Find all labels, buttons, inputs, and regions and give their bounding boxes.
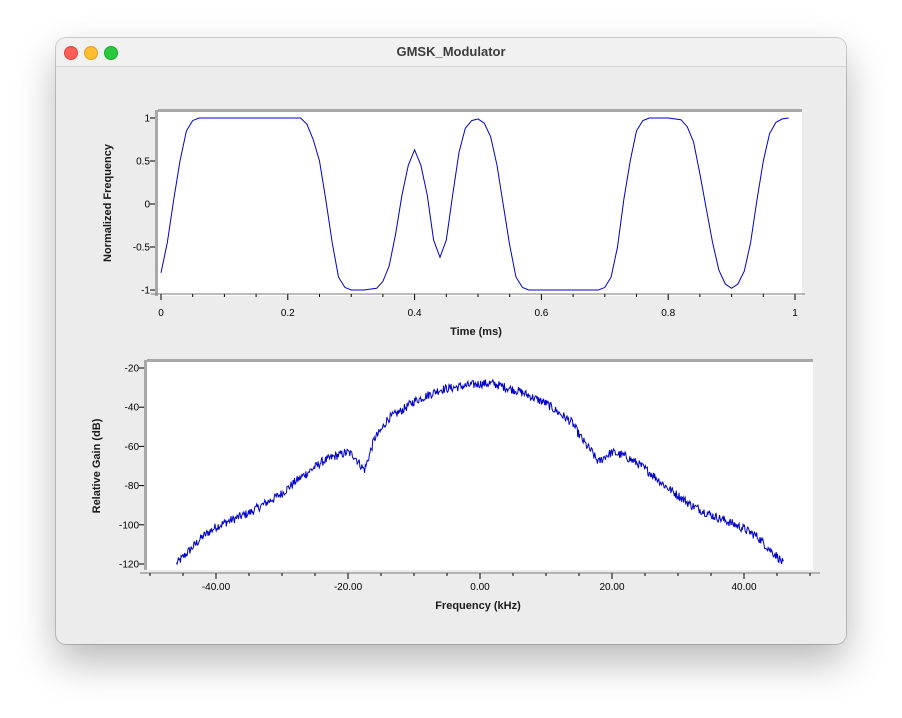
series-line bbox=[160, 117, 789, 291]
x-tick-label: 0 bbox=[158, 308, 164, 319]
plot1-x-axis: 0 0.2 0.4 0.6 0.8 1 bbox=[151, 293, 805, 319]
x-tick-label: -40.00 bbox=[202, 582, 231, 593]
y-tick-label: -60 bbox=[125, 442, 140, 453]
frequency-time-plot: 1 0.5 0 -0.5 -1 0 0.2 0.4 0.6 0.8 1 Time (ms) Nor… bbox=[102, 109, 805, 338]
plot1-canvas bbox=[158, 112, 802, 296]
y-tick-label: 1 bbox=[144, 114, 150, 125]
plots-area: 1 0.5 0 -0.5 -1 0 0.2 0.4 0.6 0.8 1 Time (ms) Nor… bbox=[91, 109, 820, 612]
y-tick-label: -100 bbox=[119, 520, 139, 531]
zoom-window-button[interactable] bbox=[104, 46, 118, 60]
y-tick-label: 0 bbox=[144, 200, 150, 211]
plot2-series bbox=[175, 378, 784, 566]
x-tick-label: 20.00 bbox=[599, 582, 624, 593]
minimize-window-button[interactable] bbox=[84, 46, 98, 60]
close-window-button[interactable] bbox=[64, 46, 78, 60]
title-bar: GMSK_Modulator bbox=[56, 38, 846, 67]
x-tick-label: 0.8 bbox=[661, 308, 675, 319]
plot1-y-axis: 1 0.5 0 -0.5 -1 bbox=[133, 114, 155, 297]
series-line bbox=[175, 378, 784, 566]
y-tick-label: -120 bbox=[119, 560, 139, 571]
x-tick-label: 40.00 bbox=[731, 582, 756, 593]
x-tick-label: -20.00 bbox=[334, 582, 363, 593]
x-tick-label: 1 bbox=[792, 308, 798, 319]
x-tick-label: 0.00 bbox=[470, 582, 490, 593]
y-tick-label: -20 bbox=[125, 364, 140, 375]
x-tick-label: 0.2 bbox=[281, 308, 295, 319]
gain-frequency-plot: -20 -40 -60 -80 -100 -120 -40.00 -20.00 0.00 20.… bbox=[91, 359, 820, 612]
plot2-x-axis-title: Frequency (kHz) bbox=[435, 600, 521, 612]
window-title: GMSK_Modulator bbox=[396, 44, 506, 59]
x-tick-label: 0.4 bbox=[408, 308, 422, 319]
plot2-x-axis: -40.00 -20.00 0.00 20.00 40.00 bbox=[140, 572, 820, 593]
y-tick-label: -40 bbox=[125, 403, 140, 414]
plot2-y-axis-title: Relative Gain (dB) bbox=[91, 418, 103, 513]
x-tick-label: 0.6 bbox=[534, 308, 548, 319]
plot1-series bbox=[160, 117, 789, 291]
plot2-canvas bbox=[147, 362, 813, 570]
y-tick-label: -0.5 bbox=[133, 243, 151, 254]
y-tick-label: -1 bbox=[141, 286, 150, 297]
plot2-y-axis: -20 -40 -60 -80 -100 -120 bbox=[119, 364, 144, 571]
plot1-x-axis-title: Time (ms) bbox=[450, 326, 502, 338]
app-window: GMSK_Modulator 1 0.5 0 -0.5 -1 0 0.2 0.4 0.6 0.8… bbox=[56, 38, 846, 644]
y-tick-label: 0.5 bbox=[136, 157, 150, 168]
plot1-y-axis-title: Normalized Frequency bbox=[102, 143, 114, 262]
y-tick-label: -80 bbox=[125, 481, 140, 492]
